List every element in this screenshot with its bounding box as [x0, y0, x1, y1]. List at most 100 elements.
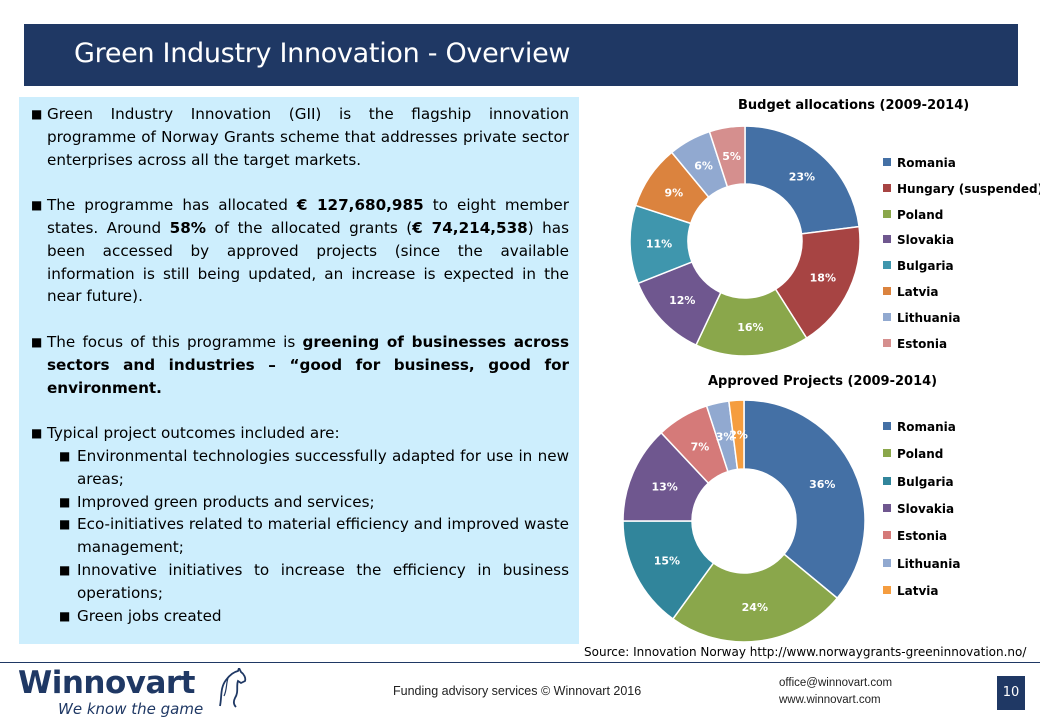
focus-statement: greening of businesses across sectors an…: [47, 332, 569, 397]
data-label: 13%: [651, 481, 677, 494]
bullet-icon: ■: [59, 517, 71, 532]
overview-textbox: ■ Green Industry Innovation (GII) is the…: [19, 97, 579, 644]
data-label: 5%: [722, 150, 741, 163]
legend-swatch: [883, 209, 891, 218]
contact-info: office@winnovart.com www.winnovart.com: [779, 675, 892, 709]
contact-email[interactable]: office@winnovart.com: [779, 677, 893, 689]
legend-label: Poland: [897, 207, 944, 222]
slice-romania: [744, 125, 860, 235]
legend-swatch: [883, 422, 891, 430]
data-label: 36%: [809, 478, 835, 491]
legend-swatch: [883, 158, 891, 166]
outcome-item: ■ Environmental technologies successfully…: [59, 446, 569, 488]
legend-swatch: [883, 235, 891, 244]
bullet-outcomes: ■ Typical project outcomes included are:: [31, 422, 569, 445]
bullet-focus: ■ The focus of this programme is greenin…: [31, 332, 569, 397]
footer-divider: [0, 662, 1040, 663]
legend-item: Hungary (suspended): [883, 182, 1040, 196]
bullet-allocation: ■ The programme has allocated € 127,680,…: [31, 196, 569, 306]
legend-swatch: [883, 558, 891, 567]
legend-item: Bulgaria: [883, 475, 954, 489]
legend-item: Poland: [883, 208, 943, 222]
legend-item: Estonia: [883, 337, 947, 351]
legend-label: Poland: [897, 447, 944, 462]
data-label: 12%: [669, 294, 695, 307]
page-number: 10: [997, 676, 1025, 710]
page-title: Green Industry Innovation - Overview: [74, 38, 571, 69]
data-label: 16%: [737, 321, 763, 334]
bullet-icon: ■: [31, 334, 43, 349]
slice-romania: [743, 399, 866, 600]
legend-label: Lithuania: [897, 310, 961, 325]
legend-label: Latvia: [897, 285, 939, 299]
data-label: 11%: [646, 238, 672, 251]
data-label: 24%: [742, 601, 768, 614]
projects-chart-title: Approved Projects (2009-2014): [708, 374, 938, 389]
legend-swatch: [883, 476, 891, 485]
legend-label: Bulgaria: [897, 474, 954, 489]
legend-swatch: [883, 183, 891, 192]
data-label: 15%: [654, 554, 680, 567]
legend-swatch: [883, 338, 891, 347]
logo-tagline: We know the game: [58, 700, 204, 718]
bullet-icon: ■: [59, 448, 71, 463]
bullet-icon: ■: [59, 494, 71, 509]
legend-swatch: [883, 531, 891, 540]
winnovart-logo: Winnovart We know the game: [18, 665, 204, 719]
logo-name: Winnovart: [18, 665, 196, 701]
legend-label: Bulgaria: [897, 259, 954, 274]
source-note: Source: Innovation Norway http://www.nor…: [584, 645, 1027, 659]
slice-estonia: [708, 125, 746, 188]
outcome-item: ■ Innovative initiatives to increase the …: [59, 560, 569, 602]
data-label: 6%: [694, 160, 713, 173]
legend-label: Romania: [897, 420, 956, 434]
legend-swatch: [883, 449, 891, 458]
bullet-icon: ■: [31, 426, 43, 441]
legend-swatch: [883, 503, 891, 512]
budget-donut-chart: 23% 18% 16% 12% 11% 9% 6% 5%: [629, 125, 861, 357]
bullet-gii-text: Green Industry Innovation (GII) is the f…: [47, 105, 569, 169]
outcome-item: ■ Improved green products and services;: [31, 491, 569, 514]
legend-item: Romania: [883, 156, 956, 170]
data-label: 18%: [810, 272, 836, 285]
legend-item: Bulgaria: [883, 259, 954, 273]
outcome-item: ■ Green jobs created: [31, 605, 569, 628]
legend-item: Slovakia: [883, 502, 954, 516]
data-label: 7%: [691, 441, 710, 454]
bullet-gii: ■ Green Industry Innovation (GII) is the…: [31, 103, 569, 171]
legend-swatch: [883, 287, 891, 295]
data-label: 23%: [789, 170, 815, 183]
legend-swatch: [883, 312, 891, 321]
data-label: 3%: [716, 431, 735, 444]
legend-label: Latvia: [897, 583, 939, 598]
legend-item: Latvia: [883, 584, 939, 598]
legend-swatch: [883, 585, 891, 594]
legend-label: Hungary (suspended): [897, 181, 1040, 196]
legend-item: Estonia: [883, 529, 947, 543]
data-label: 9%: [665, 187, 684, 200]
horse-logo-icon: [219, 668, 247, 708]
projects-donut-chart: 36% 24% 15% 13% 7% 3%2%: [622, 399, 866, 643]
contact-website[interactable]: www.winnovart.com: [779, 694, 881, 706]
bullet-icon: ■: [31, 198, 43, 213]
allocated-amount: € 127,680,985: [296, 196, 424, 215]
legend-label: Slovakia: [897, 233, 955, 248]
accessed-amount: € 74,214,538: [412, 218, 528, 237]
slice-latvia: [727, 399, 745, 471]
legend-label: Estonia: [897, 336, 948, 351]
legend-label: Lithuania: [897, 556, 961, 571]
legend-item: Latvia: [883, 285, 939, 299]
legend-item: Romania: [883, 420, 956, 434]
legend-label: Romania: [897, 156, 956, 170]
data-label: 2%: [729, 429, 748, 442]
legend-label: Estonia: [897, 529, 948, 544]
footer-center-text: Funding advisory services © Winnovart 20…: [393, 684, 642, 698]
bullet-icon: ■: [31, 107, 43, 121]
outcome-item: ■ Eco-initiatives related to material eff…: [59, 515, 569, 557]
title-bar: Green Industry Innovation - Overview: [24, 24, 1018, 86]
bullet-icon: ■: [59, 562, 71, 577]
bullet-icon: ■: [59, 608, 71, 623]
legend-item: Lithuania: [883, 557, 960, 571]
slice-poland: [671, 553, 839, 643]
legend-item: Slovakia: [883, 233, 954, 247]
